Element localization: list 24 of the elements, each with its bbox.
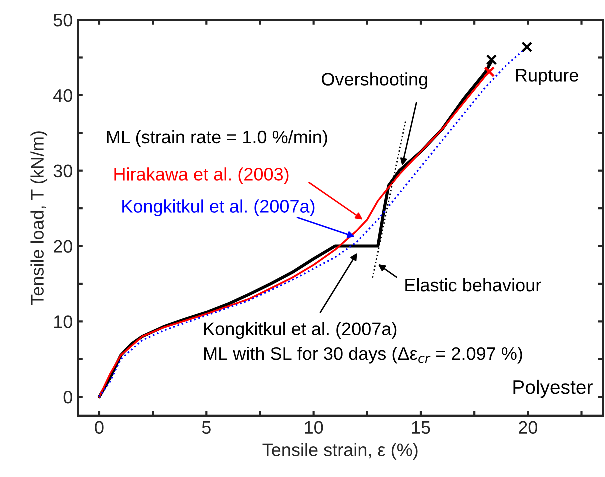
x-tick-label: 15 — [412, 421, 430, 434]
annotation: Kongkitkul et al. (2007a) ML with SL for 30 days (Δε$_{cr}$ = 2.097 %) — [204, 322, 522, 364]
y-tick-label: 10 — [54, 316, 72, 328]
point — [484, 66, 496, 78]
x-tick-label: 10 — [305, 421, 324, 434]
y-tick-label: 30 — [54, 164, 72, 178]
annotation: Elastic behaviour — [406, 278, 542, 292]
x-tick-label: 5 — [202, 421, 211, 434]
point — [486, 54, 498, 66]
annotation: Kongkitkul et al. (2007a) — [122, 200, 315, 217]
y-axis-title: Tensile load, T (kN/m) — [30, 132, 48, 306]
y-tick-label: 40 — [54, 89, 72, 102]
annotation: ML (strain rate = 1.0 %/min) — [107, 130, 328, 148]
annotation: Overshooting — [322, 72, 428, 90]
x-axis-title: Tensile strain, ε (%) — [262, 443, 418, 460]
y-tick-label: 0 — [64, 391, 72, 404]
y-tick-label: 50 — [54, 14, 72, 27]
x-tick-label: 20 — [519, 421, 538, 434]
annotation: Hirakawa et al. (2003) — [114, 168, 289, 184]
y-tick-label: 20 — [54, 240, 72, 253]
x-tick-label: 0 — [95, 421, 104, 434]
annotation: Rupture — [516, 69, 578, 86]
point — [522, 42, 533, 53]
annotation: Polyester — [514, 380, 593, 398]
